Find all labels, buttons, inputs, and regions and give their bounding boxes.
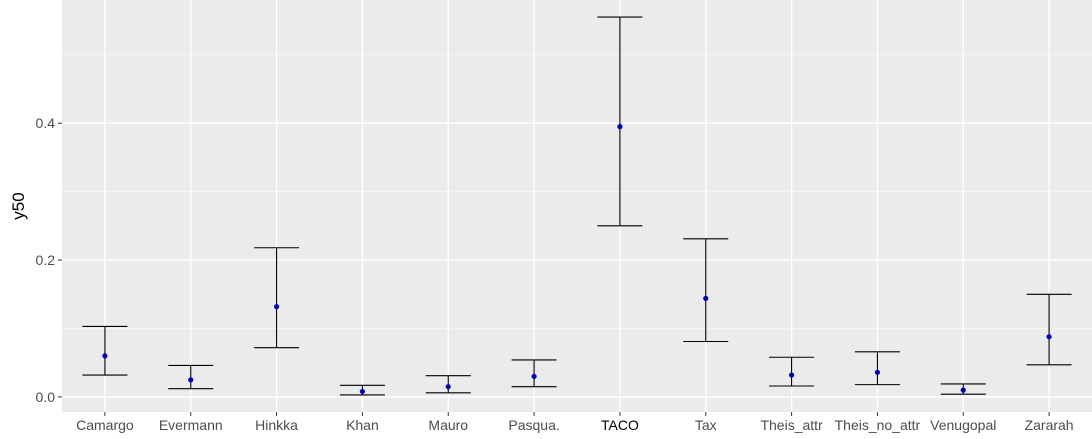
x-tick-label: Pasqua. (508, 417, 559, 433)
median-point (188, 377, 194, 383)
median-point (273, 304, 280, 310)
y-tick-label: 0.4 (36, 115, 56, 131)
median-point (703, 295, 709, 301)
median-point (617, 124, 623, 130)
y-tick-label: 0.0 (36, 389, 56, 405)
error-bar (854, 351, 900, 386)
error-bar (1026, 293, 1072, 366)
x-tick-label: Evermann (159, 417, 223, 433)
x-tick-label: Theis_no_attr (835, 417, 921, 433)
median-point (445, 384, 451, 390)
median-point (788, 372, 795, 378)
x-tick-label: Zararah (1025, 417, 1074, 433)
axes (58, 122, 1050, 416)
y-tick-label: 0.2 (36, 252, 56, 268)
x-tick-label: Tax (695, 417, 717, 433)
error-bars (82, 16, 1072, 396)
error-bar (254, 247, 300, 349)
x-tick-label: Venugopal (930, 417, 996, 433)
median-point (874, 369, 881, 375)
x-tick-label: TACO (601, 417, 639, 433)
x-tick-label: Hinkka (255, 417, 298, 433)
error-bar (597, 16, 643, 227)
tick-labels: 0.0 0.2 0.4 Camargo Evermann Hinkka Khan Mauro P… (36, 115, 1074, 433)
median-point (960, 387, 966, 393)
plot-panel (62, 0, 1092, 412)
error-bar (82, 325, 128, 376)
x-tick-label: Khan (346, 417, 379, 433)
median-point (531, 373, 537, 380)
median-point (359, 388, 366, 395)
x-tick-label: Theis_attr (760, 417, 823, 433)
y-axis-title: y50 (9, 192, 28, 219)
error-bar (769, 356, 815, 387)
median-points (102, 124, 1052, 395)
median-point (102, 353, 108, 359)
error-bar (168, 364, 214, 390)
error-bar (683, 238, 729, 343)
error-bar (511, 359, 557, 388)
x-tick-label: Mauro (428, 417, 468, 433)
x-tick-label: Camargo (76, 417, 134, 433)
median-point (1046, 334, 1052, 340)
